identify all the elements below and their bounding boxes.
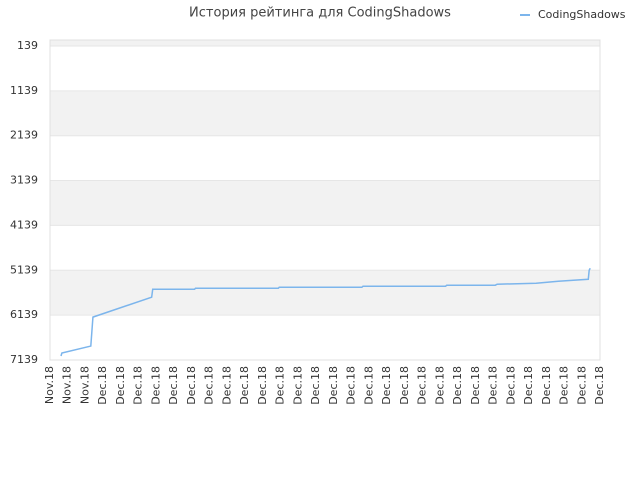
x-tick-label: Dec.18 [114,366,127,405]
x-tick-label: Dec.18 [522,366,535,405]
x-tick-label: Dec.18 [380,366,393,405]
x-tick-label: Nov.18 [61,366,74,404]
x-tick-label: Dec.18 [167,366,180,405]
x-tick-label: Dec.18 [220,366,233,405]
x-tick-label: Dec.18 [203,366,216,405]
y-tick-label: 7139 [10,353,38,366]
x-tick-label: Dec.18 [540,366,553,405]
x-tick-label: Dec.18 [575,366,588,405]
x-tick-label: Dec.18 [504,366,517,405]
x-tick-label: Dec.18 [416,366,429,405]
y-tick-label: 5139 [10,263,38,276]
x-tick-label: Nov.18 [78,366,91,404]
x-tick-label: Dec.18 [469,366,482,405]
x-tick-label: Dec.18 [487,366,500,405]
plot-border [49,39,601,361]
x-tick-label: Dec.18 [238,366,251,405]
y-tick-label: 6139 [10,308,38,321]
plot-band [50,40,600,46]
x-tick-label: Dec.18 [362,366,375,405]
x-tick-label: Dec.18 [327,366,340,405]
x-tick-label: Nov.18 [43,366,56,404]
x-tick-label: Dec.18 [451,366,464,405]
x-tick-label: Dec.18 [256,366,269,405]
plot-band [50,90,600,136]
x-tick-label: Dec.18 [593,366,606,405]
x-tick-label: Dec.18 [345,366,358,405]
plot-band [50,270,600,316]
x-tick-label: Dec.18 [398,366,411,405]
y-tick-label: 139 [17,39,38,52]
plot-band [50,180,600,226]
x-tick-label: Dec.18 [274,366,287,405]
y-tick-label: 2139 [10,129,38,142]
y-tick-label: 3139 [10,174,38,187]
x-tick-label: Dec.18 [291,366,304,405]
x-tick-label: Dec.18 [185,366,198,405]
x-tick-label: Dec.18 [558,366,571,405]
x-tick-label: Dec.18 [132,366,145,405]
x-tick-label: Dec.18 [433,366,446,405]
legend-label: CodingShadows [538,8,626,21]
x-tick-label: Dec.18 [309,366,322,405]
chart-title: История рейтинга для CodingShadows [189,6,451,21]
y-tick-label: 1139 [10,84,38,97]
y-tick-label: 4139 [10,218,38,231]
data-line [60,267,591,357]
x-tick-label: Dec.18 [149,366,162,405]
x-tick-label: Dec.18 [96,366,109,405]
